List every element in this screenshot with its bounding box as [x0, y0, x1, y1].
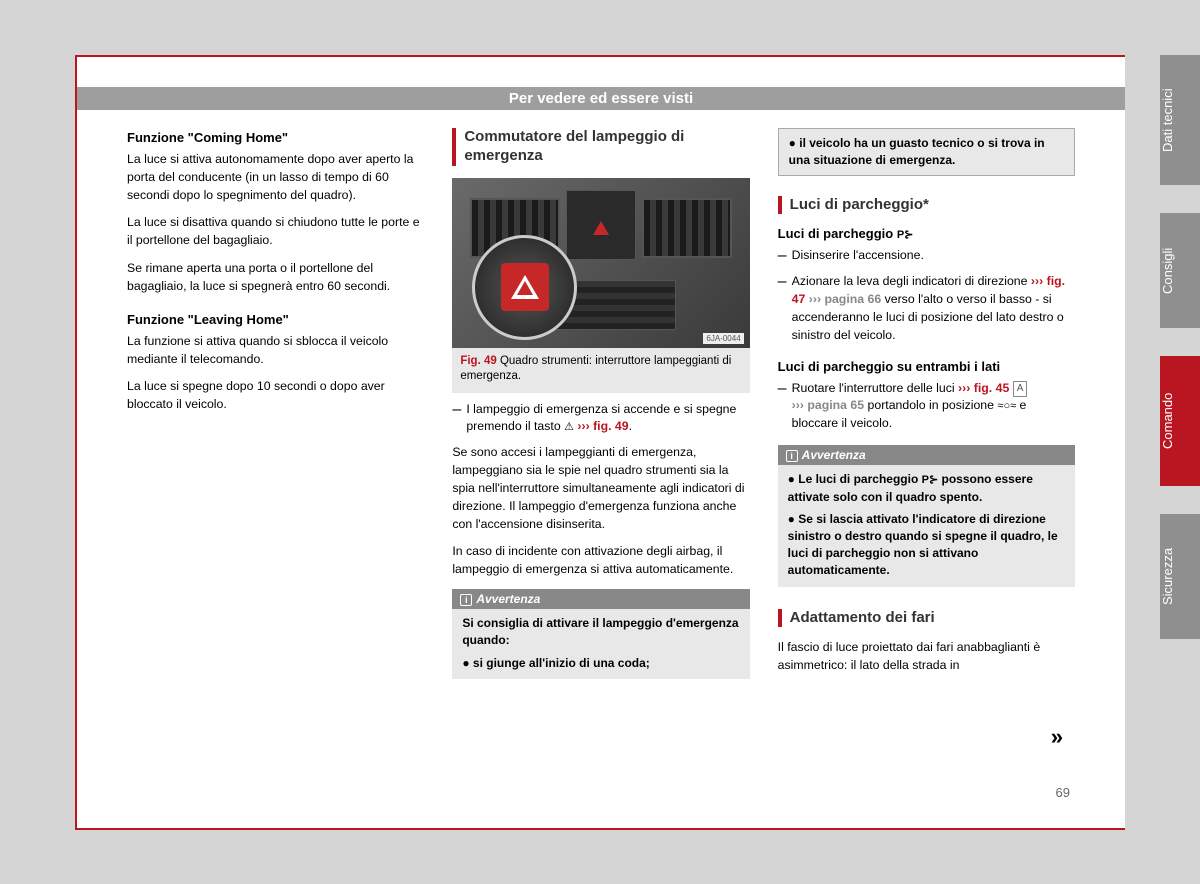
list-item: – I lampeggio di emergenza si accende e … — [452, 401, 749, 437]
paragraph: In caso di incidente con attivazione deg… — [452, 543, 749, 579]
advisory-bullet: ● si giunge all'inizio di una coda; — [462, 655, 739, 672]
paragraph: Se sono accesi i lampeggianti di emergen… — [452, 444, 749, 533]
bullet-dash: – — [452, 401, 466, 437]
page-reference: ››› pagina 66 — [805, 292, 881, 306]
paragraph: Il fascio di luce proiettato dai fari an… — [778, 639, 1075, 675]
section-heading: Commutatore del lampeggio di emergenza — [452, 128, 749, 166]
figure-49: 6JA-0044 Fig. 49 Quadro strumenti: inter… — [452, 178, 749, 393]
tab-dati-tecnici[interactable]: Dati tecnici — [1160, 55, 1200, 185]
figure-reference: ››› fig. 49 — [577, 419, 628, 433]
advisory-body: ● Le luci di parcheggio P⊱ possono esser… — [778, 465, 1075, 586]
section-heading: Adattamento dei fari — [778, 609, 1075, 628]
warning-triangle-icon: ⚠ — [564, 421, 574, 433]
column-middle: Commutatore del lampeggio di emergenza 6… — [452, 128, 749, 691]
parking-light-icon: P⊱ — [922, 474, 939, 486]
info-icon: i — [460, 594, 472, 606]
advisory-bullet: ● Se si lascia attivato l'indicatore di … — [788, 511, 1065, 578]
image-code: 6JA-0044 — [703, 333, 743, 344]
list-item: – Ruotare l'interruttore delle luci ››› … — [778, 380, 1075, 434]
column-left: Funzione "Coming Home" La luce si attiva… — [127, 128, 424, 691]
paragraph: La luce si spegne dopo 10 secondi o dopo… — [127, 378, 424, 414]
content-columns: Funzione "Coming Home" La luce si attiva… — [77, 128, 1125, 691]
list-item: – Disinserire l'accensione. — [778, 247, 1075, 265]
list-text: I lampeggio di emergenza si accende e si… — [466, 401, 749, 437]
continuation-indicator: » — [1051, 724, 1063, 750]
center-console — [566, 190, 636, 260]
hazard-triangle-small — [593, 221, 609, 235]
manual-page: Per vedere ed essere visti Funzione "Com… — [75, 55, 1125, 830]
tab-consigli[interactable]: Consigli — [1160, 213, 1200, 328]
advisory-box: iAvvertenza Si consiglia di attivare il … — [452, 589, 749, 679]
advisory-continuation: ● il veicolo ha un guasto tecnico o si t… — [778, 128, 1075, 176]
hazard-warning-icon — [511, 275, 539, 299]
tab-sicurezza[interactable]: Sicurezza — [1160, 514, 1200, 639]
advisory-box: iAvvertenza ● Le luci di parcheggio P⊱ p… — [778, 445, 1075, 586]
parking-light-icon: P⊱ — [897, 229, 914, 241]
info-icon: i — [786, 450, 798, 462]
subsection-title: Funzione "Leaving Home" — [127, 312, 424, 327]
dashboard-vent-right — [642, 198, 732, 258]
subsection-title: Funzione "Coming Home" — [127, 130, 424, 145]
subsection-title: Luci di parcheggio P⊱ — [778, 226, 1075, 241]
figure-reference: ››› fig. 45 — [958, 381, 1009, 395]
advisory-header: iAvvertenza — [452, 589, 749, 609]
section-banner: Per vedere ed essere visti — [77, 87, 1125, 110]
advisory-body: Si consiglia di attivare il lampeggio d'… — [452, 609, 749, 679]
figure-caption: Fig. 49 Quadro strumenti: interruttore l… — [452, 348, 749, 393]
tab-comando[interactable]: Comando — [1160, 356, 1200, 486]
page-number: 69 — [1056, 785, 1070, 800]
caption-text: Quadro strumenti: interruttore lampeggia… — [460, 355, 731, 383]
subsection-title: Luci di parcheggio su entrambi i lati — [778, 359, 1075, 374]
light-position-icon: ≈○≈ — [997, 400, 1016, 412]
paragraph: La luce si disattiva quando si chiudono … — [127, 214, 424, 250]
advisory-bullet: ● Le luci di parcheggio P⊱ possono esser… — [788, 471, 1065, 505]
advisory-header: iAvvertenza — [778, 445, 1075, 465]
section-heading: Luci di parcheggio* — [778, 196, 1075, 215]
callout-letter: A — [1013, 381, 1028, 398]
paragraph: Se rimane aperta una porta o il portello… — [127, 260, 424, 296]
page-reference: ››› pagina 65 — [792, 398, 864, 412]
figure-number: Fig. 49 — [460, 355, 496, 367]
list-item: – Azionare la leva degli indicatori di d… — [778, 273, 1075, 344]
paragraph: La funzione si attiva quando si sblocca … — [127, 333, 424, 369]
figure-image: 6JA-0044 — [452, 178, 749, 348]
hazard-button — [501, 263, 549, 311]
callout-magnifier — [472, 235, 577, 340]
paragraph: La luce si attiva autonomamente dopo ave… — [127, 151, 424, 204]
side-tabs: Dati tecnici Consigli Comando Sicurezza — [1160, 55, 1200, 639]
column-right: ● il veicolo ha un guasto tecnico o si t… — [778, 128, 1075, 691]
